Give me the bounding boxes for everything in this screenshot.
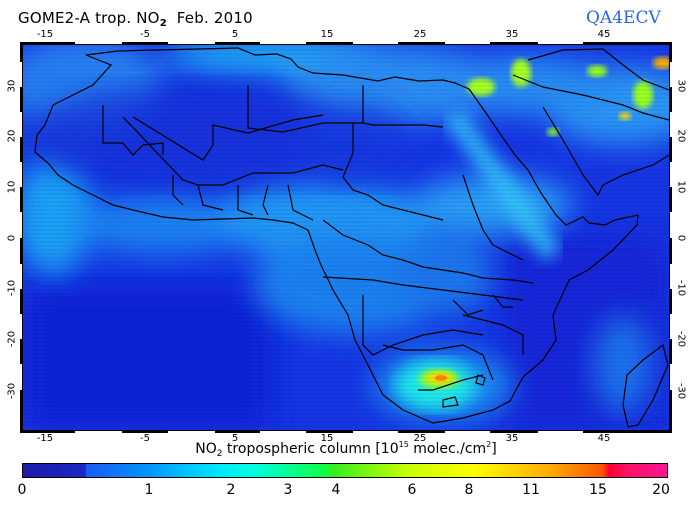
colorbar-label: 20	[652, 482, 670, 498]
lon-tick-bottom: 45	[597, 433, 611, 444]
no2-map	[20, 42, 672, 433]
lon-tick-top: 25	[413, 29, 427, 40]
cb-title-end: ]	[491, 441, 497, 457]
lat-tick-right: 30	[675, 79, 687, 93]
colorbar-label: 1	[144, 482, 154, 498]
cb-title-no: NO	[195, 441, 217, 457]
title-subscript: 2	[159, 18, 167, 29]
lat-tick-left: -30	[6, 382, 18, 400]
lat-tick-left: -10	[6, 279, 18, 297]
title-date: Feb. 2010	[176, 9, 253, 27]
lat-tick-right: 20	[675, 129, 687, 143]
lat-tick-right: 10	[675, 180, 687, 194]
colorbar	[22, 463, 668, 478]
colorbar-label: 8	[464, 482, 474, 498]
lon-tick-bottom: 5	[231, 433, 239, 444]
cb-title-sup2: 2	[486, 440, 492, 449]
lat-tick-right: -30	[675, 382, 687, 400]
colorbar-label: 6	[407, 482, 417, 498]
lon-tick-bottom: 15	[320, 433, 334, 444]
lon-tick-bottom: 35	[505, 433, 519, 444]
lat-tick-left: 30	[6, 79, 18, 93]
cb-title-sup: 15	[398, 440, 409, 449]
lat-tick-right: -20	[675, 330, 687, 348]
colorbar-label: 2	[226, 482, 236, 498]
cb-title-sub: 2	[216, 449, 223, 459]
cb-title-unit: molec./cm	[408, 441, 487, 457]
lon-tick-top: -5	[140, 29, 150, 40]
colorbar-label: 4	[331, 482, 341, 498]
country-borders	[34, 47, 669, 428]
colorbar-label: 11	[522, 482, 540, 498]
map-title: GOME2-A trop. NO2 Feb. 2010	[18, 9, 253, 29]
lat-tick-left: -20	[6, 330, 18, 348]
lat-tick-right: 0	[675, 234, 687, 242]
lon-tick-top: 5	[231, 29, 239, 40]
title-text: GOME2-A trop. NO	[18, 9, 160, 27]
brand-logo: QA4ECV	[586, 8, 661, 28]
lon-tick-bottom: -5	[140, 433, 150, 444]
cb-title-mid: tropospheric column [10	[222, 441, 399, 457]
lat-tick-left: 0	[6, 234, 18, 242]
lon-tick-bottom: -15	[36, 433, 54, 444]
lat-tick-left: 10	[6, 180, 18, 194]
colorbar-label: 3	[283, 482, 293, 498]
lat-tick-right: -10	[675, 279, 687, 297]
lon-tick-top: -15	[36, 29, 54, 40]
lon-tick-top: 15	[320, 29, 334, 40]
colorbar-title: NO2 tropospheric column [1015 molec./cm2…	[0, 440, 692, 459]
colorbar-label: 0	[17, 482, 27, 498]
lon-tick-top: 35	[505, 29, 519, 40]
map-canvas	[23, 45, 669, 430]
colorbar-label: 15	[589, 482, 607, 498]
lat-tick-left: 20	[6, 129, 18, 143]
lon-tick-bottom: 25	[413, 433, 427, 444]
lon-tick-top: 45	[597, 29, 611, 40]
